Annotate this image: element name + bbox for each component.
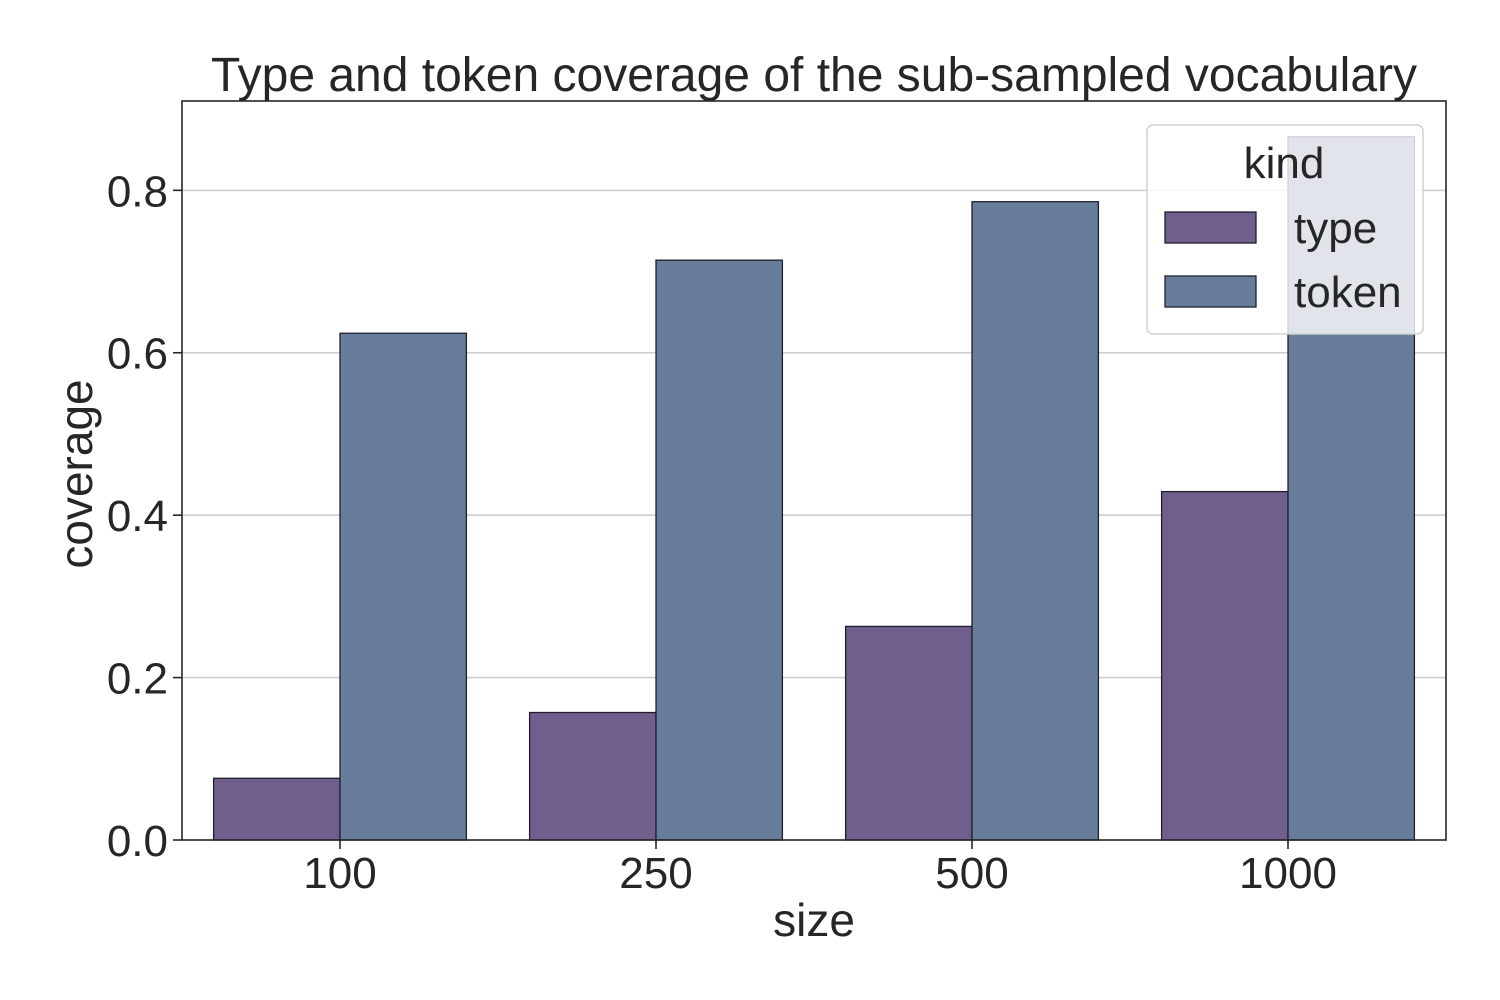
y-tick-label: 0.4 — [107, 492, 168, 541]
bar-token-250 — [655, 259, 784, 841]
y-tick-label: 0.6 — [107, 330, 168, 379]
x-tick-label: 250 — [619, 849, 692, 898]
x-tick-label: 1000 — [1239, 849, 1337, 898]
x-axis-label: size — [773, 894, 855, 946]
y-tick-label: 0.2 — [107, 655, 168, 704]
legend-label-type: type — [1294, 204, 1377, 253]
bar-type-500 — [844, 625, 973, 841]
legend-swatch-token — [1164, 275, 1257, 308]
x-axis-ticks: 100 250 500 1000 — [303, 840, 1337, 898]
x-tick-label: 500 — [935, 849, 1008, 898]
x-tick-label: 100 — [303, 849, 376, 898]
legend-label-token: token — [1294, 268, 1402, 317]
bar-type-100 — [212, 777, 341, 841]
y-axis-ticks: 0.0 0.2 0.4 0.6 0.8 — [107, 167, 182, 866]
y-tick-label: 0.8 — [107, 167, 168, 216]
y-axis-label: coverage — [50, 379, 102, 568]
plot-frame — [181, 100, 1447, 841]
bar-type-1000 — [1160, 490, 1289, 841]
bar-type-250 — [528, 711, 657, 841]
bar-token-100 — [339, 332, 468, 841]
legend-swatch-type — [1164, 211, 1257, 244]
legend-title: kind — [1244, 139, 1325, 188]
bar-token-500 — [971, 201, 1100, 841]
chart-title: Type and token coverage of the sub-sampl… — [211, 49, 1417, 102]
y-tick-label: 0.0 — [107, 817, 168, 866]
bars — [212, 136, 1416, 841]
legend: kind type token — [1146, 124, 1424, 335]
